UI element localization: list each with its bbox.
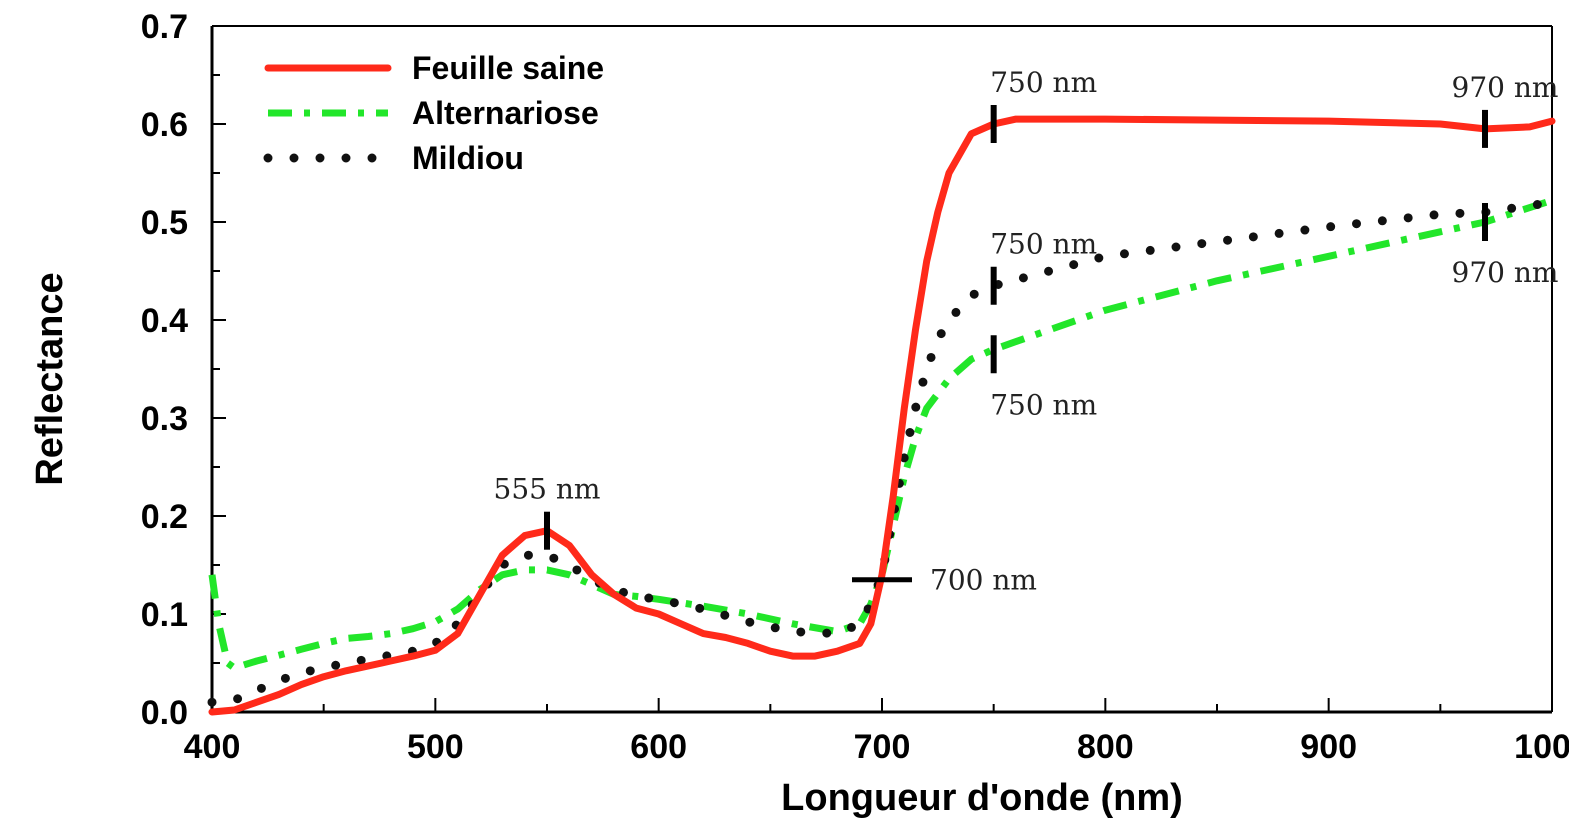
y-tick-label: 0.4: [141, 302, 188, 340]
x-tick-label: 700: [854, 728, 911, 766]
x-axis-title: Longueur d'onde (nm): [781, 777, 1183, 819]
series-layer: [207, 115, 1557, 716]
y-tick-label: 0.2: [141, 498, 188, 536]
annotation-label: 700 nm: [930, 564, 1037, 597]
x-tick-label: 900: [1300, 728, 1357, 766]
annotation-label: 555 nm: [494, 473, 601, 506]
series-line-feuille-saine: [208, 115, 1556, 716]
y-tick-label: 0.5: [141, 204, 188, 242]
legend-label: Mildiou: [412, 140, 524, 176]
legend-label: Feuille saine: [412, 50, 604, 86]
y-tick-label: 0.7: [141, 8, 188, 46]
annotations: 555 nm 700 nm 750 nm 970 nm 750 nm 970 nm 750 …: [494, 66, 1559, 597]
y-tick-label: 0.6: [141, 106, 188, 144]
legend-label: Alternariose: [412, 95, 599, 131]
annotation-label: 970 nm: [1452, 256, 1559, 289]
x-tick-label: 800: [1077, 728, 1134, 766]
legend: Feuille saine Alternariose Mildiou: [263, 50, 604, 176]
annotation-label: 750 nm: [990, 388, 1097, 421]
y-tick-label: 0.3: [141, 400, 188, 438]
x-tick-label: 600: [630, 728, 687, 766]
series-line-alternariose: [208, 197, 1554, 672]
x-tick-label: 400: [184, 728, 241, 766]
y-axis-title: Reflectance: [29, 272, 71, 485]
y-tick-label: 0.1: [141, 596, 188, 634]
y-tick-label: 0.0: [141, 694, 188, 732]
series-line-mildiou: [207, 197, 1557, 707]
annotation-label: 750 nm: [990, 66, 1097, 99]
annotation-label: 750 nm: [990, 228, 1097, 261]
x-tick-label: 500: [407, 728, 464, 766]
annotation-label: 970 nm: [1452, 71, 1559, 104]
